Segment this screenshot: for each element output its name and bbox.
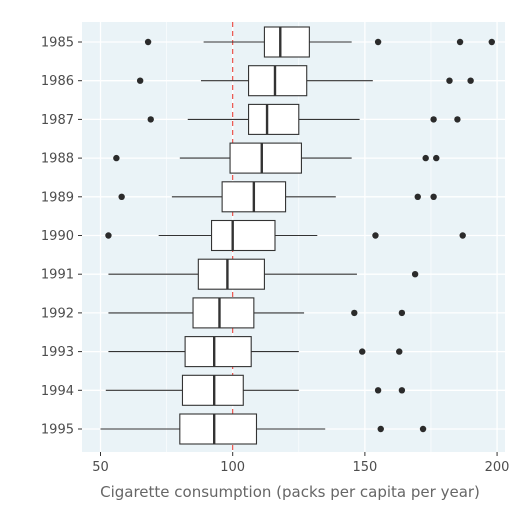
iqr-box	[184, 336, 252, 368]
y-tick-label: 1994	[41, 384, 74, 399]
outlier-point	[422, 154, 429, 162]
y-tick-label: 1986	[41, 74, 74, 89]
box-1989	[118, 181, 437, 213]
outlier-point	[118, 193, 125, 200]
outlier-point	[147, 116, 154, 123]
x-tick-label: 200	[485, 460, 510, 475]
iqr-box	[192, 297, 255, 329]
iqr-box	[181, 374, 244, 406]
x-axis-ticks	[100, 452, 498, 456]
outlier-point	[414, 193, 421, 200]
outlier-point	[488, 38, 495, 46]
outlier-point	[105, 232, 112, 239]
box-1986	[136, 65, 474, 97]
box-1985	[144, 26, 495, 58]
outlier-point	[144, 38, 152, 46]
iqr-box	[197, 258, 265, 290]
outlier-point	[374, 387, 382, 394]
box-1994	[105, 374, 406, 406]
iqr-box	[263, 26, 310, 58]
outlier-point	[433, 154, 440, 162]
iqr-box	[248, 65, 308, 97]
iqr-box	[229, 142, 302, 174]
outlier-point	[419, 425, 427, 433]
outlier-point	[377, 425, 384, 433]
outlier-point	[446, 77, 453, 84]
outlier-point	[398, 387, 406, 394]
x-tick-label: 50	[92, 460, 109, 475]
x-tick-label: 100	[220, 460, 245, 475]
outlier-point	[398, 309, 406, 317]
y-tick-label: 1992	[41, 306, 74, 321]
iqr-box	[248, 103, 300, 135]
iqr-box	[179, 413, 258, 445]
outlier-point	[459, 232, 466, 239]
y-tick-labels: 1985 1986 1987 1988 1989 1990 1991 1992 1993 1994…	[41, 36, 82, 438]
outlier-point	[454, 116, 461, 123]
outlier-point	[430, 116, 437, 123]
y-tick-label: 1989	[41, 190, 74, 205]
box-1995	[100, 413, 427, 445]
y-tick-label: 1993	[41, 345, 74, 360]
outlier-point	[113, 154, 120, 162]
iqr-box	[210, 219, 276, 252]
box-1992	[108, 297, 406, 329]
outlier-point	[456, 38, 464, 46]
x-tick-label: 150	[352, 460, 377, 475]
outlier-point	[430, 193, 437, 200]
box-1988	[113, 142, 440, 174]
y-tick-label: 1995	[41, 423, 74, 438]
box-series	[100, 26, 495, 445]
outlier-point	[351, 309, 358, 317]
y-tick-label: 1987	[41, 113, 74, 128]
outlier-point	[136, 77, 144, 84]
outlier-point	[396, 348, 403, 355]
outlier-point	[372, 232, 379, 239]
outlier-point	[359, 348, 366, 355]
outlier-point	[374, 38, 382, 46]
x-tick-labels: 50 100 150 200	[92, 460, 509, 475]
outlier-point	[411, 271, 419, 278]
box-1991	[108, 258, 419, 290]
y-tick-label: 1991	[41, 268, 74, 283]
y-tick-label: 1988	[41, 152, 74, 167]
x-axis-title: Cigarette consumption (packs per capita …	[100, 483, 480, 501]
outlier-point	[467, 77, 474, 84]
y-tick-label: 1990	[41, 229, 74, 244]
box-1993	[108, 336, 403, 368]
box-1987	[147, 103, 461, 135]
y-tick-label: 1985	[41, 36, 74, 51]
box-1990	[105, 219, 466, 252]
